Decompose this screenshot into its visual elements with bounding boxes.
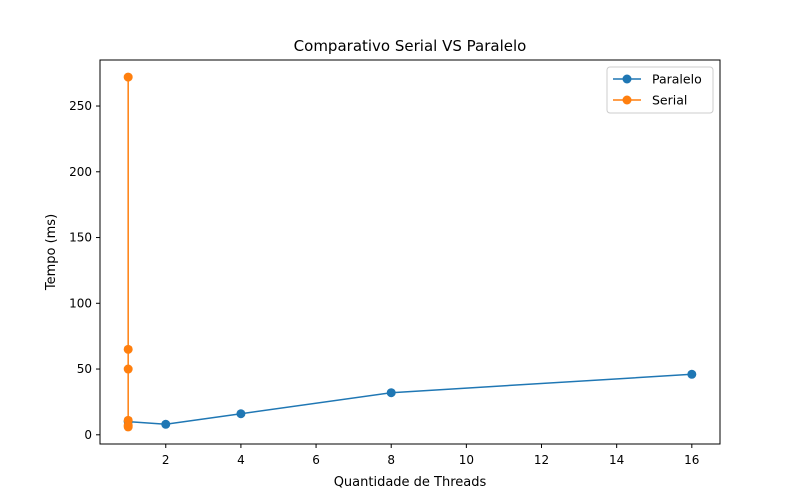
legend-marker-serial [622,95,632,105]
legend-label-paralelo: Paralelo [652,72,702,87]
x-tick-label: 12 [534,453,549,467]
data-point-serial [123,364,133,374]
x-tick-label: 6 [312,453,320,467]
legend-marker-paralelo [622,74,632,84]
data-point-paralelo [687,369,697,379]
y-tick-label: 250 [69,99,92,113]
x-tick-label: 10 [459,453,474,467]
x-axis-label: Quantidade de Threads [334,475,487,490]
y-tick-label: 0 [84,428,92,442]
y-tick-label: 50 [77,362,92,376]
legend-label-serial: Serial [652,93,687,108]
plot-area [99,59,721,445]
legend: Paralelo Serial [606,66,714,114]
x-tick-label: 8 [387,453,395,467]
chart-title: Comparativo Serial VS Paralelo [294,37,527,55]
y-tick-label: 200 [69,165,92,179]
y-axis-label: Tempo (ms) [44,214,59,291]
x-axis-ticks: 2 4 6 8 10 12 14 16 [162,444,699,467]
data-point-serial [123,422,133,432]
y-tick-label: 100 [69,296,92,310]
series-layer [123,72,697,432]
axes-frame [99,59,721,445]
data-point-serial [123,72,133,82]
data-point-paralelo [161,419,171,429]
x-tick-label: 14 [609,453,624,467]
data-point-paralelo [236,409,246,419]
x-tick-label: 16 [684,453,699,467]
y-tick-label: 150 [69,231,92,245]
x-tick-label: 4 [237,453,245,467]
y-axis-ticks: 0 50 100 150 200 250 [69,99,100,442]
data-point-serial [123,344,133,354]
data-point-paralelo [386,388,396,398]
x-tick-label: 2 [162,453,170,467]
